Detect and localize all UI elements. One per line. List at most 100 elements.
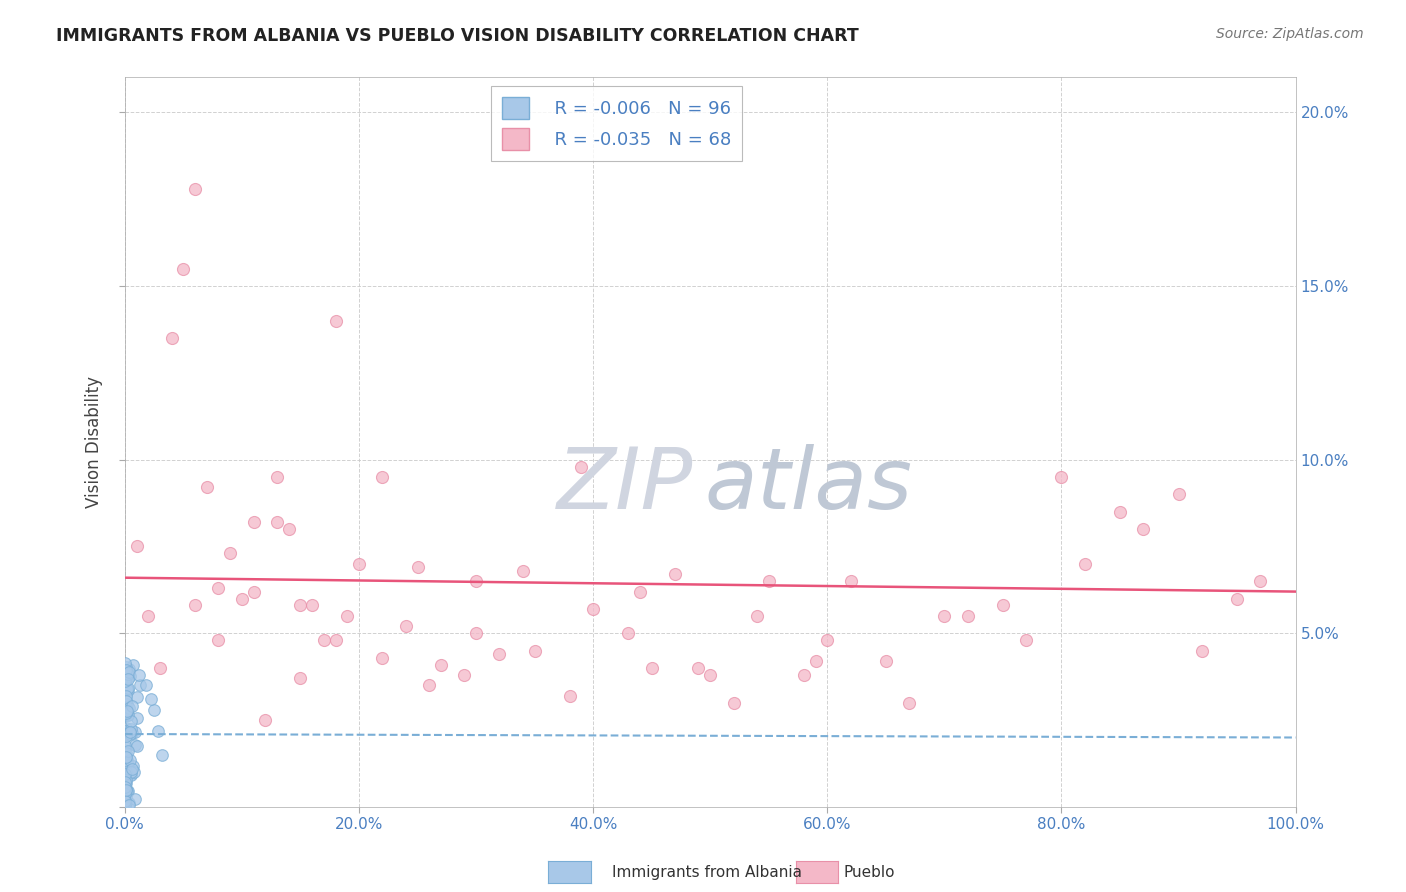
Point	[115, 727, 138, 741]
Point	[488, 647, 510, 661]
Point	[114, 776, 136, 790]
Point	[991, 599, 1014, 613]
Point	[114, 787, 136, 801]
Point	[114, 774, 136, 789]
Point	[115, 698, 138, 712]
Point	[121, 762, 143, 776]
Point	[336, 608, 359, 623]
Point	[219, 546, 242, 560]
Point	[115, 673, 138, 687]
Point	[804, 654, 827, 668]
Point	[114, 750, 136, 764]
Point	[312, 633, 335, 648]
Point	[114, 754, 136, 768]
Point	[114, 772, 136, 787]
Point	[120, 766, 142, 780]
Text: Source: ZipAtlas.com: Source: ZipAtlas.com	[1216, 27, 1364, 41]
Point	[184, 181, 207, 195]
Point	[125, 540, 148, 554]
Point	[956, 608, 979, 623]
Point	[290, 672, 312, 686]
Point	[114, 779, 136, 793]
Point	[465, 626, 488, 640]
Point	[120, 722, 142, 736]
Point	[395, 619, 418, 633]
Point	[114, 740, 136, 755]
Point	[114, 794, 136, 808]
Point	[558, 689, 581, 703]
Point	[118, 665, 141, 679]
Point	[512, 564, 534, 578]
Point	[571, 459, 593, 474]
Point	[117, 758, 139, 772]
Point	[347, 557, 370, 571]
Point	[1074, 557, 1097, 571]
Point	[117, 764, 139, 778]
Text: Pueblo: Pueblo	[844, 865, 896, 880]
Point	[1191, 643, 1213, 657]
Point	[117, 681, 139, 695]
Point	[582, 602, 605, 616]
Point	[128, 668, 150, 682]
Point	[117, 667, 139, 681]
Point	[114, 796, 136, 810]
Point	[127, 690, 149, 704]
Point	[122, 658, 145, 673]
Point	[371, 650, 394, 665]
Point	[453, 668, 475, 682]
Point	[1132, 522, 1154, 536]
Point	[117, 784, 139, 798]
Text: ZIP: ZIP	[557, 444, 693, 527]
Point	[139, 692, 162, 706]
Point	[723, 696, 745, 710]
Text: Immigrants from Albania: Immigrants from Albania	[612, 865, 801, 880]
Point	[135, 678, 157, 692]
Point	[124, 738, 146, 752]
Point	[121, 699, 143, 714]
Point	[1167, 487, 1189, 501]
Point	[290, 599, 312, 613]
Point	[1015, 633, 1038, 648]
Point	[115, 659, 138, 673]
Point	[758, 574, 780, 589]
Point	[120, 726, 142, 740]
Point	[1109, 505, 1132, 519]
Point	[277, 522, 299, 536]
Point	[301, 599, 323, 613]
Point	[325, 633, 347, 648]
Point	[114, 707, 136, 722]
Point	[120, 714, 142, 728]
Point	[115, 764, 138, 779]
Point	[699, 668, 721, 682]
Point	[617, 626, 640, 640]
Point	[114, 656, 136, 670]
Point	[143, 703, 166, 717]
Point	[114, 738, 136, 752]
Point	[207, 581, 229, 595]
Point	[523, 643, 546, 657]
Point	[114, 795, 136, 809]
Point	[114, 724, 136, 739]
Point	[115, 670, 138, 684]
Point	[875, 654, 897, 668]
Point	[117, 667, 139, 681]
Point	[160, 331, 183, 345]
Point	[120, 669, 142, 683]
Point	[371, 470, 394, 484]
Point	[117, 707, 139, 722]
Point	[122, 765, 145, 780]
Point	[117, 743, 139, 757]
Point	[150, 747, 173, 762]
Point	[465, 574, 488, 589]
Point	[115, 721, 138, 735]
Point	[115, 723, 138, 738]
Point	[114, 674, 136, 689]
Point	[118, 725, 141, 739]
Point	[254, 713, 277, 727]
Point	[149, 661, 172, 675]
Y-axis label: Vision Disability: Vision Disability	[86, 376, 103, 508]
Point	[934, 608, 956, 623]
Point	[406, 560, 429, 574]
Point	[121, 759, 143, 773]
Point	[898, 696, 921, 710]
